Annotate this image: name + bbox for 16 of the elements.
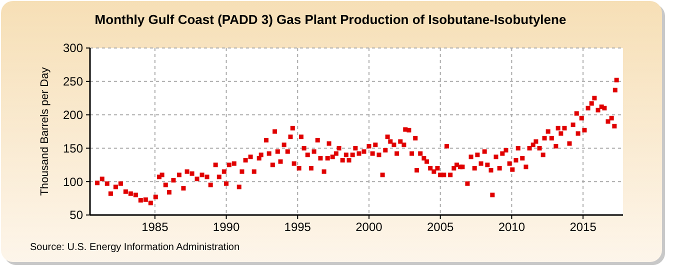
source-note: Source: U.S. Energy Information Administration — [30, 242, 240, 253]
x-tick-label: 1995 — [284, 220, 312, 234]
chart-title: Monthly Gulf Coast (PADD 3) Gas Plant Production of Isobutane-Isobutylene — [94, 12, 566, 27]
x-tick-label: 1985 — [142, 220, 169, 234]
y-tick-label: 300 — [62, 41, 84, 56]
y-tick-label: 150 — [62, 141, 84, 156]
x-tick-label: 2000 — [356, 220, 383, 234]
x-tick-label: 2015 — [570, 220, 597, 234]
y-tick-label: 250 — [62, 74, 84, 89]
y-axis-title: Thousand Barrels per Day — [39, 66, 51, 196]
y-tick-label: 50 — [70, 208, 84, 222]
x-tick-label: 2005 — [426, 220, 454, 234]
x-tick-label: 2010 — [498, 220, 526, 234]
x-tick-label: 1990 — [212, 220, 240, 234]
y-tick-label: 100 — [62, 174, 84, 189]
y-tick-label: 200 — [62, 108, 84, 122]
